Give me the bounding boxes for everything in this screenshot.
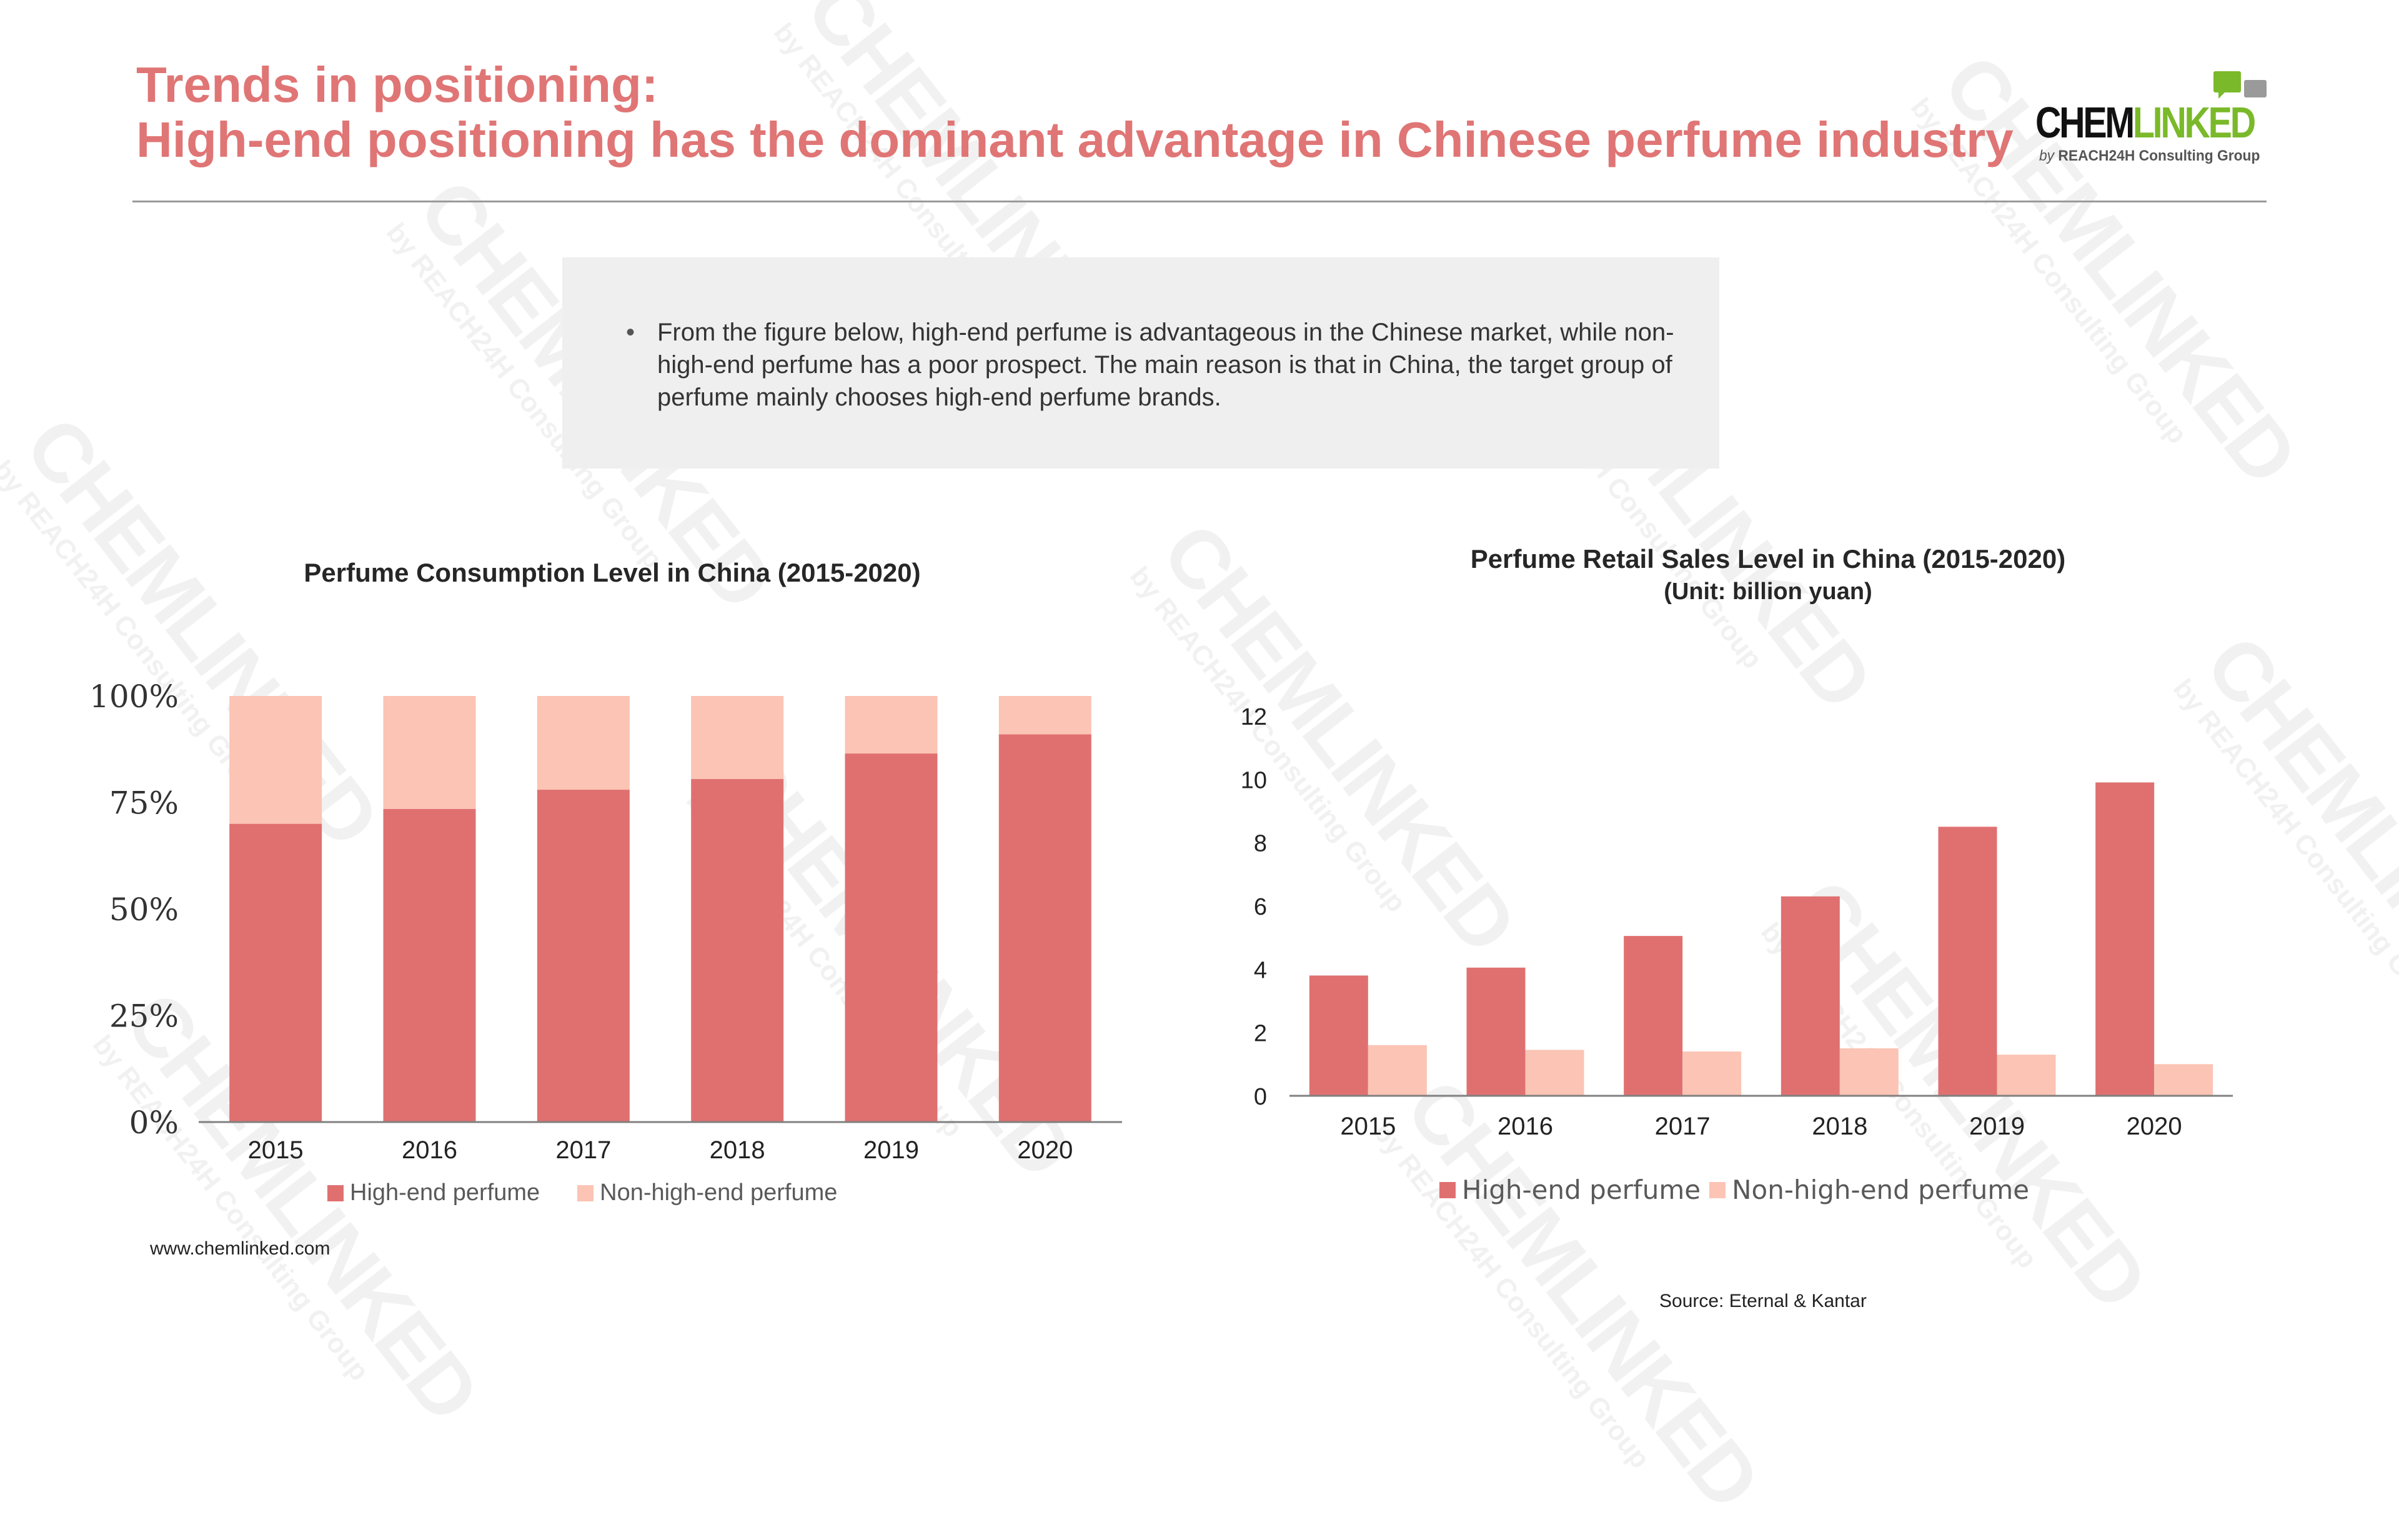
- x-tick-label: 2017: [555, 1136, 611, 1164]
- logo-tagline: by REACH24H Consulting Group: [2039, 147, 2260, 165]
- bar-high-end: [998, 734, 1091, 1122]
- x-tick-label: 2016: [1498, 1113, 1553, 1140]
- legend-item-high-end: High-end perfume: [1439, 1175, 1701, 1205]
- legend-label-high-end: High-end perfume: [1462, 1175, 1701, 1205]
- bar-non-high-end: [1997, 1055, 2056, 1096]
- page-title-line-2: High-end positioning has the dominant ad…: [136, 112, 2014, 167]
- bar-high-end: [2095, 782, 2155, 1096]
- x-tick-label: 2020: [2127, 1113, 2182, 1140]
- x-tick-label: 2016: [402, 1136, 457, 1164]
- chart-1-title: Perfume Consumption Level in China (2015…: [304, 558, 921, 587]
- summary-box: • From the figure below, high-end perfum…: [562, 257, 1719, 469]
- website-link[interactable]: www.chemlinked.com: [150, 1238, 330, 1259]
- page-title: Trends in positioning: High-end position…: [136, 57, 2014, 167]
- bar-high-end: [1781, 896, 1840, 1096]
- source-note: Source: Eternal & Kantar: [1659, 1291, 1867, 1311]
- y-tick-label: 4: [1254, 957, 1267, 983]
- legend-label-non-high-end: Non-high-end perfume: [1732, 1175, 2030, 1205]
- bar-non-high-end: [229, 696, 322, 824]
- legend-item-high-end: High-end perfume: [327, 1180, 540, 1206]
- header-divider: [132, 201, 2267, 202]
- bar-high-end: [691, 778, 784, 1122]
- y-tick-label: 0: [1254, 1084, 1267, 1110]
- page-title-line-1: Trends in positioning:: [136, 57, 658, 112]
- x-tick-label: 2017: [1655, 1113, 1711, 1140]
- summary-text-body: From the figure below, high-end perfume …: [657, 319, 1674, 411]
- legend-swatch-non-high-end: [1709, 1181, 1726, 1198]
- bar-non-high-end: [1682, 1051, 1742, 1096]
- legend-swatch-high-end: [327, 1185, 344, 1201]
- chart-2-subtitle: (Unit: billion yuan): [1664, 579, 1872, 605]
- y-tick-label: 6: [1254, 894, 1267, 920]
- speech-bubble-icon: [2244, 80, 2267, 97]
- bar-high-end: [537, 790, 630, 1122]
- legend-item-non-high-end: Non-high-end perfume: [1709, 1175, 2029, 1205]
- y-tick-label: 0%: [129, 1105, 179, 1141]
- speech-bubble-icon: [2213, 71, 2241, 99]
- bar-non-high-end: [537, 696, 630, 790]
- bar-high-end: [1466, 967, 1526, 1096]
- logo-tagline-prefix: by: [2039, 147, 2059, 164]
- bar-non-high-end: [845, 696, 938, 754]
- bar-high-end: [383, 808, 476, 1122]
- y-tick-label: 10: [1241, 767, 1267, 793]
- x-tick-label: 2019: [1969, 1113, 2025, 1140]
- bar-non-high-end: [2154, 1064, 2213, 1096]
- bar-high-end: [1309, 975, 1368, 1096]
- x-tick-label: 2020: [1017, 1136, 1073, 1164]
- bar-high-end: [1624, 936, 1683, 1096]
- x-tick-label: 2018: [710, 1136, 765, 1164]
- consumption-level-chart: 2015 2016 2017 2018 2019 2020 0% 25% 50% 75% 100%: [89, 678, 1122, 1164]
- legend-label-high-end: High-end perfume: [350, 1180, 540, 1206]
- legend-item-non-high-end: Non-high-end perfume: [577, 1180, 837, 1206]
- bar-non-high-end: [1839, 1048, 1899, 1096]
- x-tick-label: 2015: [1340, 1113, 1396, 1140]
- bar-high-end: [229, 823, 322, 1122]
- y-tick-label: 12: [1241, 704, 1267, 730]
- x-tick-label: 2015: [248, 1136, 304, 1164]
- bar-non-high-end: [383, 696, 476, 809]
- bar-non-high-end: [998, 696, 1091, 735]
- bar-high-end: [1938, 827, 1997, 1096]
- chemlinked-logo: CHEMLINKED by REACH24H Consulting Group: [2035, 69, 2267, 169]
- logo-tagline-brand: REACH24H Consulting Group: [2058, 147, 2260, 164]
- retail-sales-chart: 2015 2016 2017 2018 2019 2020 0 2 4 6 8 10 12: [1241, 704, 2233, 1140]
- logo-wordmark: CHEMLINKED: [2035, 97, 2256, 147]
- bar-non-high-end: [1525, 1050, 1584, 1096]
- x-tick-label: 2019: [863, 1136, 919, 1164]
- chart-1-legend: High-end perfume Non-high-end perfume: [327, 1180, 837, 1206]
- y-tick-label: 50%: [109, 892, 179, 928]
- bar-non-high-end: [691, 696, 784, 779]
- y-tick-label: 75%: [109, 785, 179, 822]
- x-tick-label: 2018: [1812, 1113, 1867, 1140]
- bar-high-end: [845, 753, 938, 1122]
- y-tick-label: 100%: [89, 678, 179, 715]
- chart-2-title: Perfume Retail Sales Level in China (201…: [1470, 544, 2066, 574]
- logo-wordmark-linked: LINKED: [2132, 98, 2256, 147]
- bullet-icon: •: [626, 319, 635, 346]
- bar-non-high-end: [1368, 1045, 1427, 1096]
- y-tick-label: 25%: [109, 998, 179, 1035]
- legend-label-non-high-end: Non-high-end perfume: [600, 1180, 838, 1206]
- y-tick-label: 2: [1254, 1021, 1267, 1047]
- legend-swatch-non-high-end: [577, 1185, 594, 1201]
- y-tick-label: 8: [1254, 831, 1267, 857]
- legend-swatch-high-end: [1439, 1181, 1456, 1198]
- summary-text: • From the figure below, high-end perfum…: [613, 316, 1676, 414]
- chart-2-legend: High-end perfume Non-high-end perfume: [1439, 1175, 2029, 1205]
- logo-wordmark-chem: CHEM: [2035, 98, 2135, 147]
